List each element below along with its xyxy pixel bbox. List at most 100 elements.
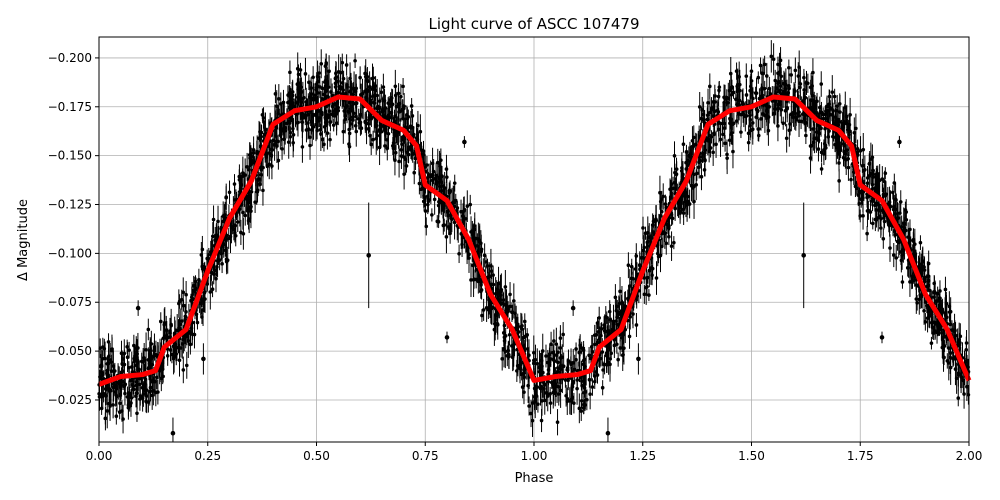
data-point (255, 150, 259, 155)
data-point (563, 378, 568, 382)
data-point (111, 364, 116, 368)
data-point (651, 219, 656, 224)
data-point (821, 112, 825, 117)
data-point (314, 96, 318, 100)
data-point (918, 240, 923, 245)
data-point (320, 137, 325, 142)
data-point (425, 163, 429, 167)
data-point (208, 290, 213, 294)
data-point (947, 304, 952, 309)
data-point (769, 54, 774, 59)
data-point (290, 90, 295, 94)
data-point (879, 216, 883, 221)
data-point (419, 187, 423, 192)
data-point (703, 158, 707, 163)
data-point (775, 107, 779, 111)
data-point (626, 263, 631, 268)
data-point (150, 393, 154, 398)
data-point (754, 115, 759, 119)
data-point (837, 179, 841, 183)
data-point (787, 65, 791, 70)
data-point (105, 409, 110, 413)
data-point (548, 401, 553, 405)
data-point (658, 190, 662, 195)
data-point (602, 329, 607, 333)
data-point (479, 247, 484, 252)
data-point (731, 149, 735, 154)
data-point (865, 231, 869, 236)
data-point (283, 125, 287, 130)
data-point (221, 219, 225, 224)
data-point (830, 90, 835, 94)
data-point (142, 358, 146, 362)
data-point (135, 411, 139, 416)
data-point (224, 257, 229, 262)
data-point (200, 315, 204, 319)
data-point (379, 90, 384, 95)
data-point (693, 142, 698, 147)
data-point (681, 207, 686, 212)
data-point (597, 316, 601, 320)
data-point (241, 210, 245, 215)
data-point (572, 367, 577, 372)
data-point (103, 387, 108, 391)
data-point (841, 155, 846, 160)
data-point (207, 256, 211, 261)
data-point (340, 60, 345, 65)
data-point (782, 89, 786, 94)
data-point (663, 231, 667, 236)
data-point (354, 129, 359, 134)
data-point (327, 69, 331, 74)
data-point (211, 217, 216, 222)
data-point (319, 61, 324, 66)
data-point (363, 120, 368, 125)
data-point (148, 385, 153, 390)
data-point (468, 202, 473, 207)
data-point (824, 109, 828, 114)
data-point (767, 86, 772, 91)
data-point (947, 346, 951, 350)
data-point (891, 207, 896, 212)
data-point (451, 200, 456, 205)
data-point (590, 385, 595, 389)
data-point (592, 333, 597, 337)
data-point (508, 292, 512, 297)
data-point (149, 342, 154, 346)
data-point (432, 197, 437, 202)
data-point (291, 101, 295, 105)
data-point (314, 82, 319, 87)
data-point (334, 112, 338, 117)
data-point (461, 209, 466, 213)
data-point (295, 121, 299, 125)
data-point (328, 120, 333, 124)
data-point (422, 194, 426, 198)
data-point (750, 90, 754, 95)
data-point (717, 85, 722, 89)
data-point (700, 155, 704, 159)
data-point (725, 156, 729, 160)
data-point (565, 368, 569, 372)
data-point (598, 336, 602, 341)
data-point (941, 345, 945, 350)
data-point (721, 132, 725, 137)
data-point (893, 232, 898, 237)
data-point (766, 128, 771, 133)
data-point (412, 170, 417, 175)
data-point (391, 146, 396, 151)
data-point (271, 138, 275, 143)
data-point (360, 91, 365, 96)
data-point (371, 137, 375, 142)
data-point (386, 131, 391, 136)
data-point (363, 74, 368, 79)
data-point (437, 175, 441, 180)
data-point (881, 236, 886, 241)
data-point (312, 93, 316, 97)
data-point (538, 386, 543, 391)
data-point (111, 403, 115, 407)
data-point (681, 142, 686, 147)
data-point (856, 153, 860, 157)
data-point (945, 359, 950, 363)
data-point (832, 94, 837, 99)
data-point (615, 315, 619, 320)
data-point (329, 90, 333, 94)
